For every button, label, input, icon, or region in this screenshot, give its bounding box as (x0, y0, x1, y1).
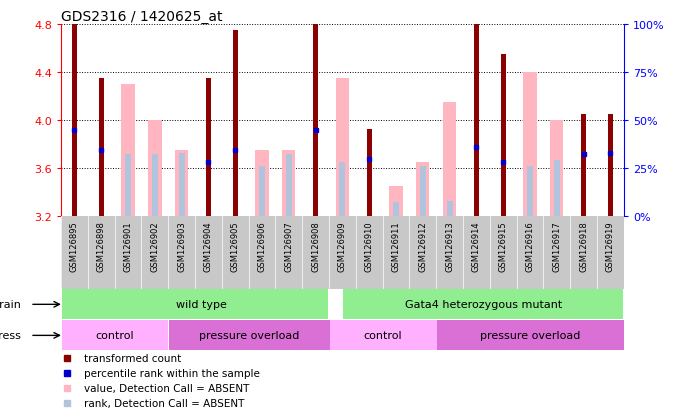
Text: GSM126906: GSM126906 (258, 221, 266, 271)
Text: GSM126902: GSM126902 (151, 221, 159, 271)
Text: GSM126916: GSM126916 (525, 221, 534, 271)
Bar (175, 151, 188, 217)
Text: GSM126912: GSM126912 (418, 221, 427, 271)
Text: GSM126907: GSM126907 (284, 221, 294, 271)
Bar (179, 153, 184, 217)
Text: GSM126898: GSM126898 (97, 221, 106, 271)
Text: GSM126903: GSM126903 (177, 221, 186, 271)
Bar (256, 151, 268, 217)
Text: GSM126914: GSM126914 (472, 221, 481, 271)
Bar (554, 160, 560, 217)
Text: value, Detection Call = ABSENT: value, Detection Call = ABSENT (83, 383, 249, 393)
Bar (447, 201, 452, 217)
Text: wild type: wild type (176, 299, 227, 310)
Text: GSM126910: GSM126910 (365, 221, 374, 271)
Text: GSM126918: GSM126918 (579, 221, 588, 271)
Text: GSM126911: GSM126911 (391, 221, 401, 271)
Bar (367, 129, 372, 217)
Bar (608, 115, 613, 217)
Bar (282, 151, 296, 217)
Bar (72, 25, 77, 217)
Text: GSM126919: GSM126919 (606, 221, 615, 271)
Bar (527, 166, 533, 217)
Bar (125, 154, 131, 217)
Bar (416, 163, 429, 217)
Text: GSM126908: GSM126908 (311, 221, 320, 271)
Bar (62, 320, 167, 350)
Bar (344, 290, 623, 320)
Bar (330, 320, 437, 350)
Bar (99, 79, 104, 217)
Text: control: control (364, 330, 403, 341)
Bar (443, 103, 456, 217)
Text: percentile rank within the sample: percentile rank within the sample (83, 368, 260, 378)
Text: Gata4 heterozygous mutant: Gata4 heterozygous mutant (405, 299, 562, 310)
Bar (152, 154, 158, 217)
Bar (393, 202, 399, 217)
Bar (581, 115, 586, 217)
Text: transformed count: transformed count (83, 353, 181, 363)
Bar (420, 166, 426, 217)
Text: GSM126904: GSM126904 (204, 221, 213, 271)
Text: GSM126909: GSM126909 (338, 221, 347, 271)
Text: pressure overload: pressure overload (480, 330, 580, 341)
Bar (148, 121, 161, 217)
Bar (206, 79, 211, 217)
Text: GSM126905: GSM126905 (231, 221, 240, 271)
Text: GDS2316 / 1420625_at: GDS2316 / 1420625_at (61, 10, 222, 24)
Bar (259, 166, 265, 217)
Text: rank, Detection Call = ABSENT: rank, Detection Call = ABSENT (83, 398, 244, 408)
Text: GSM126901: GSM126901 (123, 221, 132, 271)
Text: GSM126913: GSM126913 (445, 221, 454, 271)
Bar (523, 73, 537, 217)
Bar (286, 154, 292, 217)
Bar (501, 55, 506, 217)
Bar (336, 79, 349, 217)
Bar (389, 187, 403, 217)
Bar (62, 290, 328, 320)
Bar (121, 85, 135, 217)
Text: GSM126915: GSM126915 (499, 221, 508, 271)
Bar (169, 320, 330, 350)
Text: GSM126917: GSM126917 (553, 221, 561, 271)
Text: stress: stress (0, 330, 22, 341)
Text: pressure overload: pressure overload (199, 330, 299, 341)
Bar (233, 31, 237, 217)
Bar (437, 320, 624, 350)
Bar (550, 121, 563, 217)
Text: GSM126895: GSM126895 (70, 221, 79, 271)
Text: control: control (96, 330, 134, 341)
Text: strain: strain (0, 299, 22, 310)
Bar (313, 25, 318, 217)
Bar (474, 25, 479, 217)
Bar (340, 163, 345, 217)
